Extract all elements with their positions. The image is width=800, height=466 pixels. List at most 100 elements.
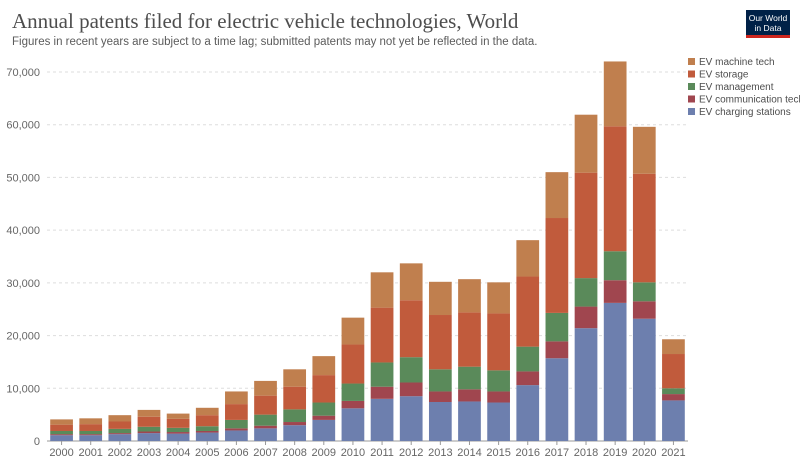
- bar-segment[interactable]: [516, 371, 539, 385]
- bar-segment[interactable]: [575, 328, 598, 441]
- bar-segment[interactable]: [371, 272, 394, 307]
- bar-segment[interactable]: [79, 431, 102, 434]
- bar-segment[interactable]: [604, 251, 627, 280]
- bar-segment[interactable]: [429, 282, 452, 315]
- bar-segment[interactable]: [50, 419, 73, 424]
- bar-segment[interactable]: [167, 419, 190, 428]
- bar-segment[interactable]: [196, 431, 219, 433]
- bar-segment[interactable]: [371, 308, 394, 363]
- bar-segment[interactable]: [487, 370, 510, 391]
- bar-segment[interactable]: [575, 115, 598, 173]
- bar-segment[interactable]: [225, 404, 248, 420]
- bar-segment[interactable]: [50, 425, 73, 431]
- bar-segment[interactable]: [167, 432, 190, 434]
- bar-segment[interactable]: [575, 173, 598, 278]
- bar-segment[interactable]: [342, 384, 365, 401]
- bar-segment[interactable]: [516, 385, 539, 441]
- bar-segment[interactable]: [108, 415, 131, 421]
- bar-segment[interactable]: [342, 345, 365, 384]
- bar-segment[interactable]: [312, 403, 335, 416]
- bar-segment[interactable]: [283, 387, 306, 410]
- bar-segment[interactable]: [429, 369, 452, 391]
- bar-segment[interactable]: [575, 307, 598, 329]
- bar-segment[interactable]: [138, 417, 161, 427]
- legend-item[interactable]: EV management: [699, 82, 774, 93]
- bar-segment[interactable]: [604, 126, 627, 251]
- bar-segment[interactable]: [50, 435, 73, 441]
- bar-segment[interactable]: [283, 369, 306, 386]
- bar-segment[interactable]: [662, 354, 685, 388]
- bar-segment[interactable]: [633, 282, 656, 301]
- bar-segment[interactable]: [108, 433, 131, 434]
- bar-segment[interactable]: [283, 425, 306, 441]
- bar-segment[interactable]: [138, 433, 161, 441]
- bar-segment[interactable]: [225, 430, 248, 441]
- bar-segment[interactable]: [575, 278, 598, 306]
- bar-segment[interactable]: [342, 408, 365, 441]
- bar-segment[interactable]: [342, 401, 365, 408]
- bar-segment[interactable]: [79, 418, 102, 424]
- bar-segment[interactable]: [458, 279, 481, 312]
- bar-segment[interactable]: [50, 434, 73, 435]
- bar-segment[interactable]: [546, 313, 569, 341]
- bar-segment[interactable]: [283, 422, 306, 425]
- bar-segment[interactable]: [312, 416, 335, 420]
- bar-segment[interactable]: [400, 263, 423, 300]
- bar-segment[interactable]: [79, 435, 102, 441]
- bar-segment[interactable]: [546, 341, 569, 358]
- legend-item[interactable]: EV machine tech: [699, 57, 775, 68]
- bar-segment[interactable]: [138, 432, 161, 434]
- bar-segment[interactable]: [254, 381, 277, 396]
- bar-segment[interactable]: [516, 240, 539, 276]
- bar-segment[interactable]: [400, 382, 423, 396]
- legend-item[interactable]: EV communication tech: [699, 95, 800, 106]
- bar-segment[interactable]: [254, 426, 277, 429]
- bar-segment[interactable]: [633, 174, 656, 283]
- bar-segment[interactable]: [633, 301, 656, 318]
- bar-segment[interactable]: [108, 434, 131, 441]
- bar-segment[interactable]: [546, 358, 569, 441]
- bar-segment[interactable]: [429, 402, 452, 441]
- bar-segment[interactable]: [429, 315, 452, 369]
- bar-segment[interactable]: [400, 396, 423, 441]
- bar-segment[interactable]: [662, 394, 685, 400]
- bar-segment[interactable]: [108, 429, 131, 433]
- bar-segment[interactable]: [400, 357, 423, 382]
- bar-segment[interactable]: [254, 428, 277, 441]
- bar-segment[interactable]: [283, 409, 306, 422]
- bar-segment[interactable]: [196, 433, 219, 441]
- bar-segment[interactable]: [662, 339, 685, 354]
- bar-segment[interactable]: [254, 396, 277, 415]
- bar-segment[interactable]: [225, 420, 248, 428]
- bar-segment[interactable]: [458, 367, 481, 390]
- bar-segment[interactable]: [79, 434, 102, 435]
- bar-segment[interactable]: [225, 391, 248, 404]
- bar-segment[interactable]: [79, 424, 102, 431]
- bar-segment[interactable]: [604, 303, 627, 441]
- bar-segment[interactable]: [50, 431, 73, 434]
- bar-segment[interactable]: [138, 410, 161, 417]
- bar-segment[interactable]: [254, 415, 277, 426]
- bar-segment[interactable]: [371, 399, 394, 441]
- bar-segment[interactable]: [458, 401, 481, 441]
- bar-segment[interactable]: [546, 172, 569, 218]
- bar-segment[interactable]: [312, 420, 335, 441]
- bar-segment[interactable]: [662, 400, 685, 441]
- bar-segment[interactable]: [167, 434, 190, 441]
- bar-segment[interactable]: [108, 421, 131, 428]
- bar-segment[interactable]: [138, 427, 161, 432]
- bar-segment[interactable]: [371, 387, 394, 399]
- bar-segment[interactable]: [516, 347, 539, 372]
- bar-segment[interactable]: [604, 280, 627, 303]
- bar-segment[interactable]: [487, 403, 510, 441]
- bar-segment[interactable]: [633, 127, 656, 174]
- bar-segment[interactable]: [516, 277, 539, 347]
- bar-segment[interactable]: [196, 408, 219, 415]
- bar-segment[interactable]: [312, 356, 335, 375]
- bar-segment[interactable]: [458, 312, 481, 366]
- bar-segment[interactable]: [458, 389, 481, 401]
- bar-segment[interactable]: [342, 318, 365, 345]
- bar-segment[interactable]: [429, 391, 452, 402]
- bar-segment[interactable]: [487, 391, 510, 402]
- bar-segment[interactable]: [225, 428, 248, 430]
